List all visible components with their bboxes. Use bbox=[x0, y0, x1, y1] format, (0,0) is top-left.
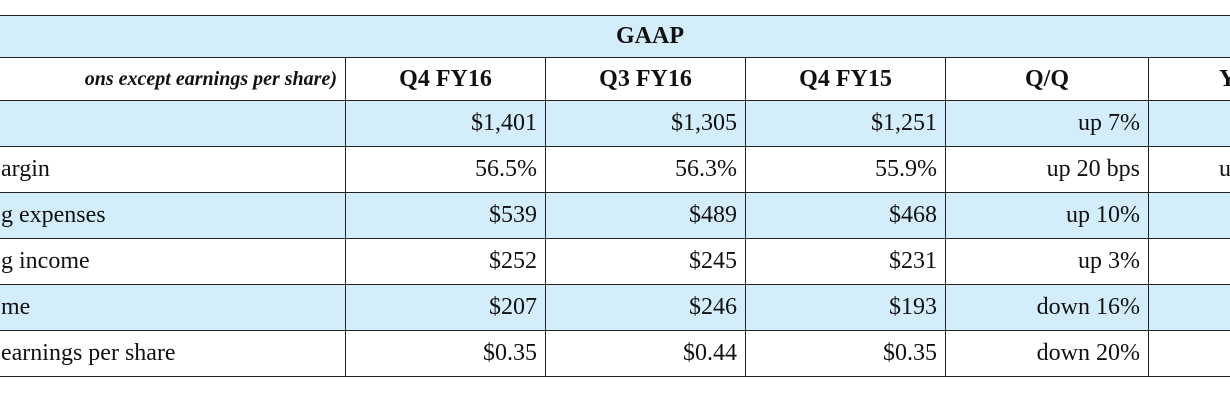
header-cell: Q4 FY16 bbox=[345, 57, 546, 101]
cell-text: down 16% bbox=[1036, 294, 1140, 320]
cell-text: $539 bbox=[489, 202, 537, 228]
table-cell: 56.3% bbox=[545, 146, 746, 193]
cell-text: Q4 FY15 bbox=[799, 65, 892, 92]
cell-text: GAAP bbox=[616, 23, 684, 49]
cell-text: 56.3% bbox=[675, 156, 737, 182]
cell-text: up 7% bbox=[1078, 110, 1140, 136]
table-cell: down 20% bbox=[945, 330, 1149, 377]
cell-text: down 20% bbox=[1036, 340, 1140, 366]
cell-text: g income bbox=[1, 248, 90, 274]
cell-text: Q4 FY16 bbox=[399, 65, 492, 92]
cell-text: $0.44 bbox=[683, 340, 737, 366]
cell-text: earnings per share bbox=[1, 340, 176, 366]
table-cell: down 16% bbox=[945, 284, 1149, 331]
cell-text: Y bbox=[1219, 66, 1230, 93]
table-cell: up 20 bps bbox=[945, 146, 1149, 193]
table-cell: $245 bbox=[545, 238, 746, 285]
table-cell bbox=[1148, 330, 1230, 377]
cell-text: Q3 FY16 bbox=[599, 65, 692, 92]
cell-text: argin bbox=[1, 156, 50, 182]
cell-text: me bbox=[1, 294, 31, 320]
table-cell: $252 bbox=[345, 238, 546, 285]
cell-text: 55.9% bbox=[875, 156, 937, 182]
table-cell: $0.44 bbox=[545, 330, 746, 377]
table-cell: $1,305 bbox=[545, 100, 746, 147]
cell-text: up 20 bps bbox=[1046, 156, 1140, 182]
table-cell: $1,401 bbox=[345, 100, 546, 147]
header-cell: Q/Q bbox=[945, 57, 1149, 101]
table-cell: up 3% bbox=[945, 238, 1149, 285]
cell-text: $468 bbox=[889, 202, 937, 228]
table-cell bbox=[1148, 192, 1230, 239]
cell-text: $193 bbox=[889, 294, 937, 320]
table-cell: g income bbox=[0, 238, 346, 285]
table-cell: $246 bbox=[545, 284, 746, 331]
table-cell: $0.35 bbox=[345, 330, 546, 377]
cell-text: 56.5% bbox=[475, 156, 537, 182]
table-cell bbox=[1148, 100, 1230, 147]
header-cell: Q3 FY16 bbox=[545, 57, 746, 101]
table-cell: $468 bbox=[745, 192, 946, 239]
cell-text: $1,401 bbox=[471, 110, 537, 136]
cell-text: $246 bbox=[689, 294, 737, 320]
table-cell: $0.35 bbox=[745, 330, 946, 377]
cell-text: up 10% bbox=[1066, 202, 1140, 228]
cell-text: $489 bbox=[689, 202, 737, 228]
cell-text: ons except earnings per share) bbox=[84, 67, 337, 90]
table-cell bbox=[0, 100, 346, 147]
cell-text: $1,305 bbox=[671, 110, 737, 136]
table-cell: $1,251 bbox=[745, 100, 946, 147]
cell-text: Q/Q bbox=[1024, 65, 1069, 92]
table-cell bbox=[1148, 284, 1230, 331]
cell-text: up 3% bbox=[1078, 248, 1140, 274]
table-cell: $231 bbox=[745, 238, 946, 285]
cell-text: $231 bbox=[889, 248, 937, 274]
table-cell bbox=[1148, 238, 1230, 285]
cell-text: $0.35 bbox=[883, 340, 937, 366]
cell-text: $207 bbox=[489, 294, 537, 320]
table-cell: 56.5% bbox=[345, 146, 546, 193]
table-cell: $207 bbox=[345, 284, 546, 331]
table-cell: me bbox=[0, 284, 346, 331]
table-cell: $193 bbox=[745, 284, 946, 331]
cell-text: $0.35 bbox=[483, 340, 537, 366]
table-cell: earnings per share bbox=[0, 330, 346, 377]
header-cell: Q4 FY15 bbox=[745, 57, 946, 101]
table-cell: $539 bbox=[345, 192, 546, 239]
cell-text: $1,251 bbox=[871, 110, 937, 136]
table-cell: u bbox=[1148, 146, 1230, 193]
table-cell: up 10% bbox=[945, 192, 1149, 239]
table-cell: $489 bbox=[545, 192, 746, 239]
table-cell: up 7% bbox=[945, 100, 1149, 147]
cell-text: $245 bbox=[689, 248, 737, 274]
table-cell: g expenses bbox=[0, 192, 346, 239]
cell-text: u bbox=[1219, 156, 1230, 182]
header-cell: Y bbox=[1148, 57, 1230, 101]
title-cell: GAAP bbox=[0, 15, 1230, 58]
cell-text: g expenses bbox=[1, 202, 106, 228]
table-cell: argin bbox=[0, 146, 346, 193]
table-cell: 55.9% bbox=[745, 146, 946, 193]
header-cell: ons except earnings per share) bbox=[0, 57, 346, 101]
cell-text: $252 bbox=[489, 248, 537, 274]
